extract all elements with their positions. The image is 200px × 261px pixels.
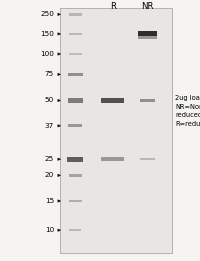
Bar <box>140 99 154 102</box>
Bar <box>68 98 83 103</box>
Text: 250: 250 <box>40 11 54 17</box>
Text: 50: 50 <box>45 98 54 103</box>
Bar <box>101 98 124 103</box>
Text: 20: 20 <box>45 173 54 178</box>
Bar <box>68 53 82 55</box>
Bar <box>68 73 83 76</box>
Bar <box>69 229 81 231</box>
Text: 37: 37 <box>45 123 54 129</box>
Bar <box>60 8 172 253</box>
Text: 25: 25 <box>45 156 54 162</box>
Text: 15: 15 <box>45 198 54 204</box>
Text: 10: 10 <box>45 227 54 233</box>
Bar <box>68 13 82 16</box>
Text: R: R <box>110 2 116 11</box>
Bar <box>140 158 154 160</box>
Bar <box>68 124 82 127</box>
Bar <box>68 174 82 177</box>
Text: 150: 150 <box>40 31 54 37</box>
Bar <box>138 37 156 39</box>
Bar <box>67 157 83 162</box>
Text: 2ug loading
NR=Non-
reduced
R=reduced: 2ug loading NR=Non- reduced R=reduced <box>175 95 200 127</box>
Bar <box>101 157 124 161</box>
Text: 100: 100 <box>40 51 54 57</box>
Text: NR: NR <box>141 2 153 11</box>
Text: 75: 75 <box>45 72 54 77</box>
Bar <box>68 33 82 35</box>
Bar <box>68 200 82 202</box>
Bar <box>138 31 156 36</box>
